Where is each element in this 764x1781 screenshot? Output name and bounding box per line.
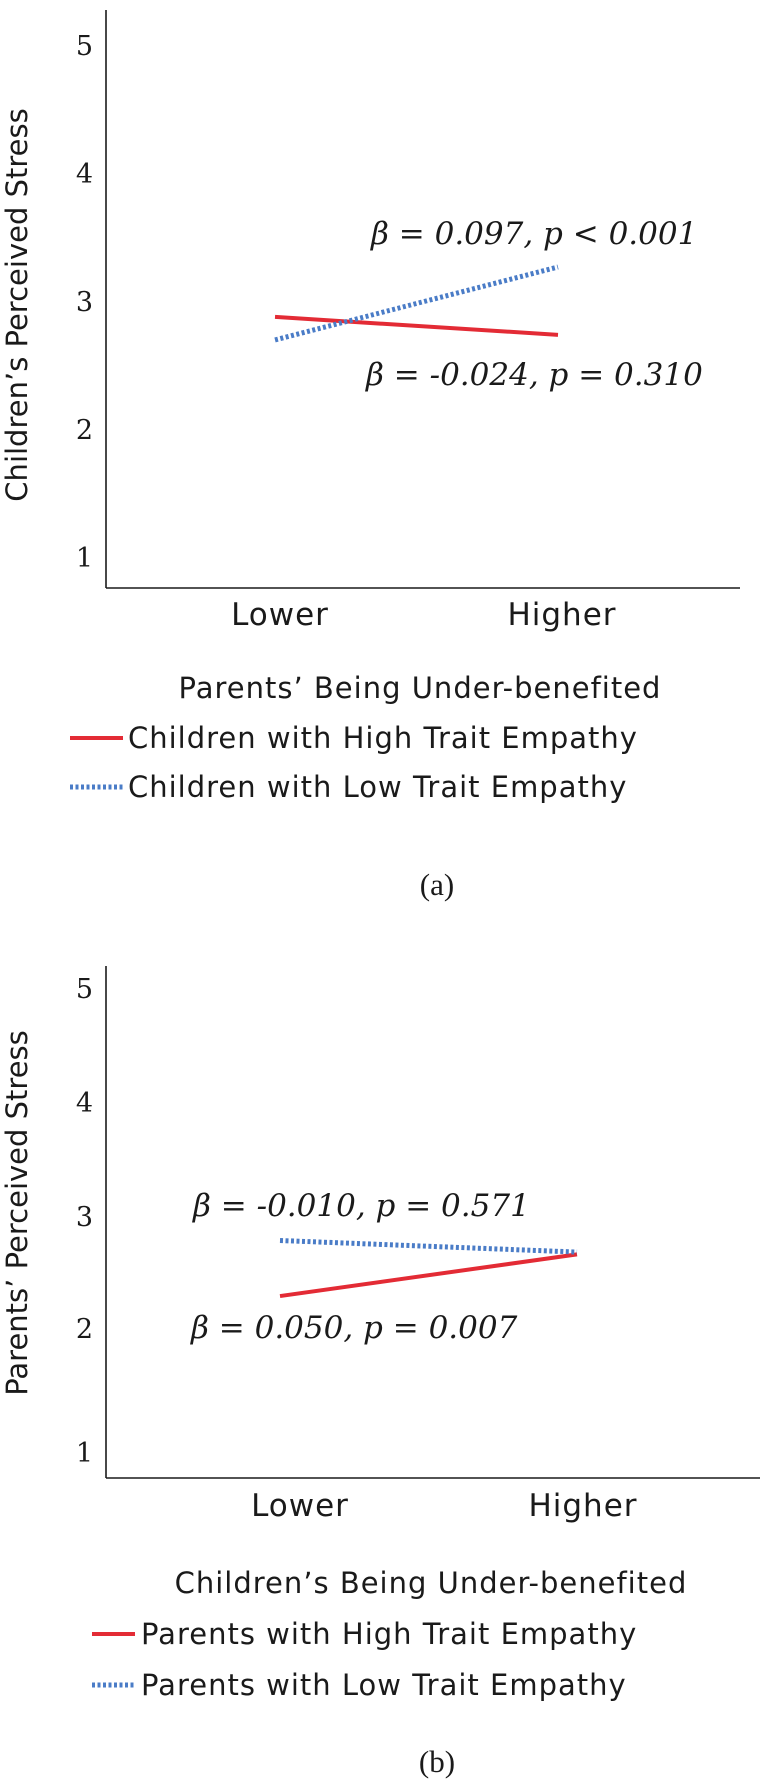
legend-label-high-empathy: Children with High Trait Empathy [128,721,638,755]
series-line-low-empathy [274,264,559,343]
y-tick-label: 1 [76,1438,93,1469]
series-line-high-empathy [279,1252,578,1299]
legend-label-low-empathy: Parents with Low Trait Empathy [141,1668,627,1702]
x-tick-label: Higher [507,597,616,633]
panel-caption: (a) [420,867,454,902]
legend-label-low-empathy: Children with Low Trait Empathy [128,770,627,804]
annotation-high-empathy: β = -0.024, p = 0.310 [365,357,703,393]
y-tick-label: 5 [76,974,93,1005]
x-axis-label: Children’s Being Under-benefited [175,1566,688,1600]
annotation-low-empathy: β = -0.010, p = 0.571 [192,1188,530,1224]
y-tick-label: 3 [76,1202,93,1233]
y-tick-label: 4 [76,159,93,190]
annotation-high-empathy: β = 0.050, p = 0.007 [190,1310,518,1346]
y-tick-label: 3 [76,287,93,318]
panel-a: Children’s Perceived Stress 1 2 3 4 5 Lo… [0,10,740,902]
series-line-low-empathy [279,1237,578,1255]
y-axis-label: Parents’ Perceived Stress [0,1030,34,1396]
x-tick-label: Lower [231,597,329,633]
y-tick-label: 2 [76,1314,93,1345]
y-tick-label: 5 [76,31,93,62]
y-axis-label: Children’s Perceived Stress [0,108,34,501]
series-line-high-empathy [274,314,559,337]
y-tick-label: 2 [76,415,93,446]
x-tick-label: Higher [528,1488,637,1524]
annotation-low-empathy: β = 0.097, p < 0.001 [370,216,697,252]
x-tick-label: Lower [251,1488,349,1524]
legend-label-high-empathy: Parents with High Trait Empathy [141,1617,637,1651]
panel-caption: (b) [419,1744,455,1779]
y-tick-label: 4 [76,1088,93,1119]
x-axis-label: Parents’ Being Under-benefited [179,671,662,705]
panel-b: Parents’ Perceived Stress 1 2 3 4 5 Lowe… [0,966,760,1779]
y-tick-label: 1 [76,543,93,574]
